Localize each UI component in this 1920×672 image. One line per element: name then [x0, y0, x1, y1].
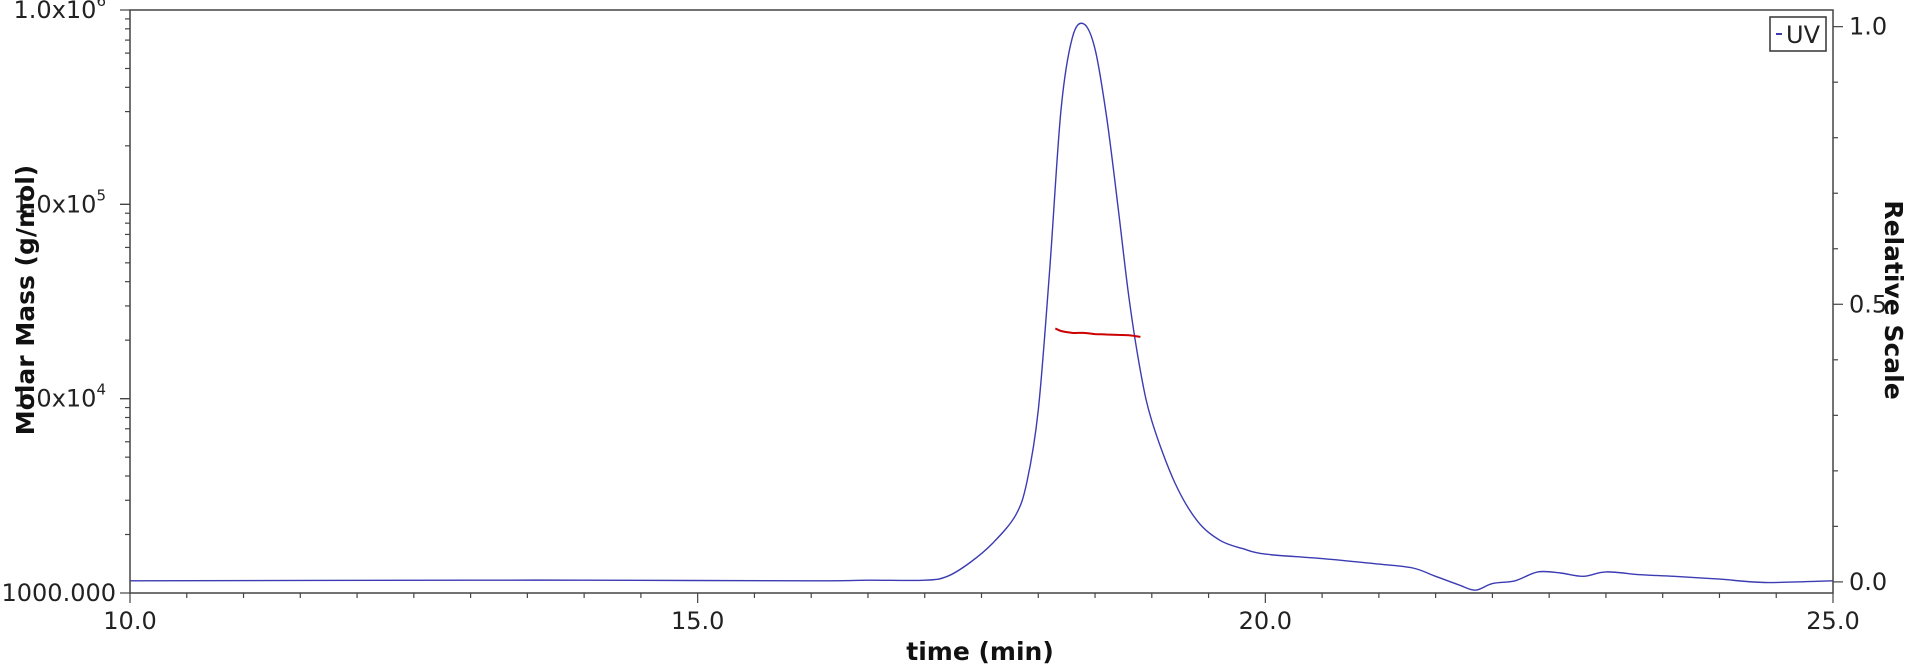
right-axis-ticks: 0.0 0.5 1.0 [1833, 13, 1887, 596]
x-tick-label: 15.0 [671, 607, 724, 635]
x-tick-label: 10.0 [103, 607, 156, 635]
y-right-tick-label: 0.5 [1849, 290, 1887, 318]
y-left-tick-label: 1000.000 [1, 579, 116, 607]
y-left-tick-label: 1.0x104 [14, 381, 106, 413]
series-line-molar-mass [1054, 327, 1141, 338]
left-axis-ticks: 1000.000 1.0x104 1.0x105 1.0x106 [1, 0, 130, 607]
x-axis-ticks: 10.0 15.0 20.0 25.0 [103, 593, 1860, 635]
x-tick-label: 20.0 [1239, 607, 1292, 635]
series-line-uv [129, 22, 1834, 591]
series-layer [129, 22, 1834, 591]
legend[interactable]: UV [1769, 16, 1827, 52]
x-axis-title: time (min) [906, 637, 1054, 666]
y-left-tick-label: 1.0x106 [14, 0, 106, 24]
left-axis-title: Molar Mass (g/mol) [11, 165, 40, 435]
legend-label-uv: UV [1786, 21, 1821, 49]
right-axis-title: Relative Scale [1879, 200, 1908, 399]
y-right-tick-label: 1.0 [1849, 13, 1887, 41]
x-tick-label: 25.0 [1806, 607, 1859, 635]
y-left-tick-label: 1.0x105 [14, 186, 106, 218]
y-right-tick-label: 0.0 [1849, 568, 1887, 596]
plot-frame [129, 9, 1834, 594]
